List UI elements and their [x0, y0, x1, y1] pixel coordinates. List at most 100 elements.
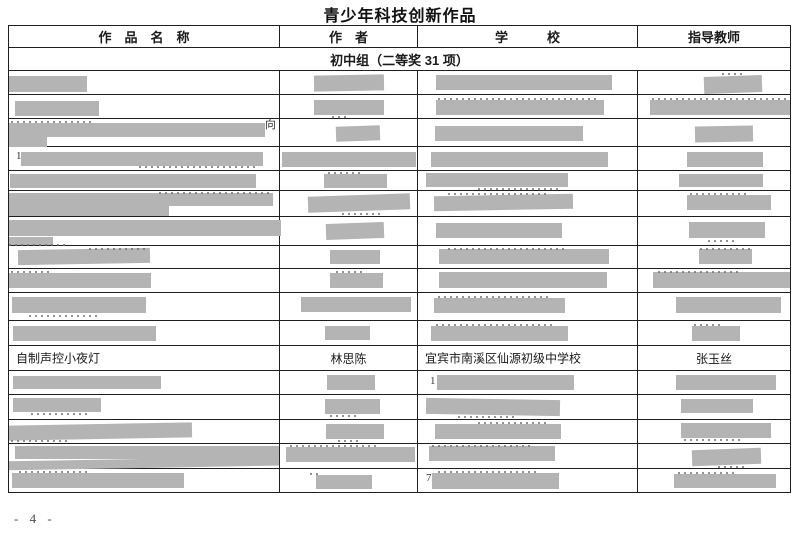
awards-table: 作 品 名 称 作 者 学 校 指导教师 初中组（二等奖 31 项） 向 1 自制声… [8, 25, 791, 493]
table-cell [638, 119, 790, 146]
redaction-box [679, 174, 763, 187]
redaction-box [687, 195, 771, 210]
redaction-box [676, 297, 781, 313]
redaction-box [425, 397, 561, 417]
column-header-author: 作 者 [280, 26, 418, 47]
table-cell: 林思陈 [280, 346, 418, 370]
redaction-box [436, 75, 612, 90]
redaction-box [313, 74, 385, 92]
redaction-box [435, 126, 583, 141]
table-cell: 1 [9, 147, 280, 170]
table-cell [9, 444, 280, 471]
redaction-box [703, 74, 763, 95]
table-cell [9, 171, 280, 190]
table-cell [280, 246, 418, 268]
table-cell [638, 246, 790, 268]
text-remnant-marks [690, 193, 750, 195]
partial-character-fragment: 1 [430, 375, 436, 387]
redaction-box [439, 249, 609, 264]
redaction-box [324, 174, 387, 188]
table-cell [638, 71, 790, 95]
table-cell [280, 395, 418, 419]
table-cell [418, 217, 638, 245]
table-cell [638, 371, 790, 394]
text-remnant-marks [310, 473, 322, 475]
table-cell [638, 293, 790, 320]
redaction-box [435, 424, 561, 439]
redaction-box [432, 473, 559, 489]
table-cell [638, 217, 790, 245]
cell-text: 宜宾市南溪区仙源初级中学校 [425, 351, 582, 366]
text-remnant-marks [432, 445, 532, 447]
text-remnant-marks [684, 439, 744, 441]
table-row [9, 293, 790, 321]
redaction-box [9, 76, 87, 92]
text-remnant-marks [29, 315, 99, 317]
table-cell [418, 444, 638, 468]
table-cell [638, 444, 790, 468]
table-cell: 宜宾市南溪区仙源初级中学校 [418, 346, 638, 370]
redaction-box [13, 398, 101, 412]
text-remnant-marks [11, 121, 91, 123]
text-remnant-marks [332, 116, 348, 118]
table-cell [280, 171, 418, 190]
redaction-box [687, 152, 763, 167]
redaction-box [691, 447, 762, 467]
redaction-box [13, 376, 161, 389]
table-cell [638, 95, 790, 118]
text-remnant-marks [159, 192, 269, 194]
table-cell [280, 269, 418, 292]
redaction-box [330, 250, 380, 264]
text-remnant-marks [436, 324, 556, 326]
redaction-box [15, 446, 279, 459]
table-cell [280, 444, 418, 468]
text-remnant-marks [458, 416, 518, 418]
redaction-box [674, 474, 776, 488]
table-cell [418, 191, 638, 216]
table-body: 向 1 自制声控小夜灯 林思陈 宜宾市南溪区仙源初级中学校 张玉丝 1 7 [9, 71, 790, 492]
table-row [9, 171, 790, 191]
table-row [9, 420, 790, 444]
redaction-box [436, 100, 604, 115]
redaction-box [327, 375, 375, 390]
table-cell [418, 293, 638, 320]
table-row [9, 95, 790, 119]
redaction-box [426, 173, 568, 187]
table-cell [9, 217, 281, 246]
text-remnant-marks [11, 440, 71, 442]
table-cell [9, 420, 280, 443]
redaction-box [335, 125, 381, 142]
table-cell [418, 147, 638, 170]
table-row [9, 321, 790, 346]
table-cell [418, 119, 638, 146]
table-cell [9, 246, 280, 268]
redaction-box [9, 422, 193, 441]
redaction-box [17, 247, 151, 266]
redaction-box [434, 298, 565, 313]
table-cell [9, 71, 280, 94]
table-row: 自制声控小夜灯 林思陈 宜宾市南溪区仙源初级中学校 张玉丝 [9, 346, 790, 371]
text-remnant-marks [11, 271, 51, 273]
table-cell [638, 171, 790, 190]
table-row [9, 246, 790, 269]
table-cell [418, 420, 638, 443]
redaction-box [431, 326, 568, 341]
page-title: 青少年科技创新作品 [323, 8, 477, 25]
redaction-box [12, 473, 184, 488]
table-cell [280, 469, 418, 492]
text-remnant-marks [700, 248, 750, 250]
table-cell [9, 95, 280, 118]
table-cell [280, 293, 418, 320]
table-row [9, 217, 790, 246]
text-remnant-marks [330, 415, 356, 417]
redaction-box [307, 193, 411, 213]
table-cell [280, 420, 418, 443]
redaction-box [325, 221, 385, 241]
table-row [9, 71, 790, 95]
redaction-box [9, 220, 281, 236]
table-cell [638, 191, 790, 216]
text-remnant-marks [342, 213, 382, 215]
text-remnant-marks [338, 440, 358, 442]
redaction-box [330, 273, 383, 288]
